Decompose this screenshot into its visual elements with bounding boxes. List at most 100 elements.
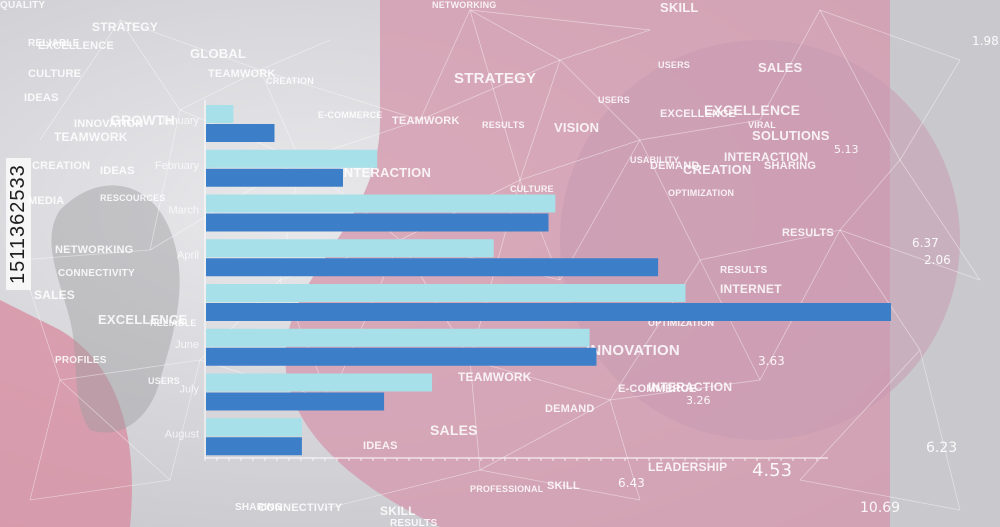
network-line bbox=[559, 59, 641, 141]
network-line bbox=[259, 69, 301, 161]
network-line bbox=[519, 59, 561, 181]
network-line bbox=[179, 69, 261, 111]
bar-dark bbox=[206, 303, 891, 321]
overlay-word: SKILL bbox=[547, 480, 580, 492]
category-label: January bbox=[160, 115, 200, 127]
category-label: August bbox=[165, 428, 199, 440]
overlay-number: 6.43 bbox=[618, 476, 645, 490]
network-line bbox=[759, 9, 821, 121]
network-line bbox=[19, 249, 151, 261]
overlay-word: CULTURE bbox=[28, 68, 82, 80]
overlay-word: SKILL bbox=[660, 0, 699, 15]
network-line bbox=[29, 479, 171, 501]
overlay-word: TEAMWORK bbox=[392, 115, 460, 127]
overlay-word: DEMAND bbox=[545, 403, 595, 415]
overlay-word: NETWORKING bbox=[432, 0, 497, 10]
bar-light bbox=[206, 373, 433, 392]
network-line bbox=[559, 29, 651, 61]
network-line bbox=[469, 9, 561, 61]
stock-id-label: 1511362533 bbox=[6, 158, 31, 290]
overlay-word: CONNECTIVITY bbox=[258, 502, 343, 514]
network-line bbox=[59, 379, 171, 481]
overlay-word: E-COMMERCE bbox=[618, 383, 697, 395]
overlay-word: CREATION bbox=[683, 162, 752, 177]
network-line bbox=[59, 359, 201, 381]
network-line bbox=[319, 469, 481, 511]
overlay-word: RESULTS bbox=[390, 518, 438, 527]
overlay-word: EXCELLENCE bbox=[660, 108, 736, 120]
network-line bbox=[899, 59, 961, 161]
overlay-word: OPTIMIZATION bbox=[668, 188, 735, 198]
network-line bbox=[29, 379, 61, 501]
overlay-word: RESULTS bbox=[482, 120, 525, 130]
overlay-word: SALES bbox=[430, 422, 478, 438]
axes bbox=[204, 100, 828, 461]
overlay-word: PROFILES bbox=[55, 355, 107, 366]
network-line bbox=[839, 159, 901, 231]
network-line bbox=[639, 139, 701, 261]
network-line bbox=[119, 19, 181, 111]
network-line bbox=[419, 9, 471, 121]
network-line bbox=[799, 479, 961, 511]
overlay-word: SALES bbox=[758, 60, 803, 75]
bar-dark bbox=[206, 437, 302, 456]
network-line bbox=[609, 379, 761, 401]
overlay-number: 10.69 bbox=[860, 500, 901, 516]
overlay-number: 6.37 bbox=[912, 236, 939, 250]
network-line bbox=[899, 159, 981, 281]
overlay-word: TEAMWORK bbox=[54, 130, 128, 144]
overlay-word: SKILL bbox=[380, 504, 416, 518]
dancer-silhouette bbox=[51, 185, 180, 433]
overlay-word: GROWTH bbox=[110, 112, 175, 128]
bar-dark bbox=[206, 392, 385, 411]
pink-circle bbox=[560, 40, 960, 440]
overlay-word: USERS bbox=[598, 95, 631, 105]
overlay-word: PROFESSIONAL bbox=[470, 484, 544, 494]
overlay-word: SHARING bbox=[764, 160, 817, 172]
overlay-word: USABILITY bbox=[630, 155, 680, 165]
bar-light bbox=[206, 105, 234, 123]
overlay-number: 1.98 bbox=[972, 34, 999, 48]
overlay-word: SHARING bbox=[235, 502, 283, 513]
network-line bbox=[609, 259, 701, 401]
overlay-number: 5.13 bbox=[834, 143, 859, 156]
bar-dark bbox=[206, 258, 659, 277]
overlay-word: IDEAS bbox=[100, 165, 135, 177]
overlay-word: QUALITY bbox=[0, 0, 46, 11]
network-line bbox=[699, 229, 841, 261]
overlay-word: GLOBAL bbox=[190, 46, 247, 61]
category-label: April bbox=[177, 249, 199, 261]
bar-dark bbox=[206, 213, 549, 232]
category-labels: January February March April June July August bbox=[155, 115, 200, 440]
overlay-word: EXCELLENCE bbox=[704, 102, 801, 118]
overlay-word: DEMAND bbox=[650, 160, 700, 172]
overlay-word: CREATION bbox=[266, 76, 314, 86]
network-line bbox=[919, 349, 961, 511]
network-line bbox=[469, 9, 521, 181]
category-label: March bbox=[168, 205, 199, 217]
overlay-word: TEAMWORK bbox=[208, 68, 276, 80]
network-line bbox=[519, 139, 641, 181]
overlay-word: INNOVATION bbox=[586, 342, 680, 359]
network-line bbox=[469, 359, 481, 471]
overlay-word: STRATEGY bbox=[454, 70, 537, 87]
network-line bbox=[419, 59, 561, 121]
overlay-number: 3.26 bbox=[686, 394, 711, 407]
network-line bbox=[609, 399, 641, 501]
network-line bbox=[39, 19, 121, 141]
network-line bbox=[469, 359, 611, 401]
overlay-word: RELIABLE bbox=[28, 38, 80, 49]
overlay-word: CULTURE bbox=[510, 184, 554, 194]
overlay-word: INNOVATION bbox=[74, 118, 144, 130]
overlay-word: RESULTS bbox=[720, 265, 768, 276]
overlay-number: 3.63 bbox=[758, 354, 785, 368]
overlay-word: STRATEGY bbox=[92, 20, 159, 34]
pink-left-shape bbox=[0, 300, 132, 527]
overlay-number: 2.06 bbox=[924, 253, 951, 267]
overlay-word: RESULTS bbox=[782, 227, 834, 239]
overlay-word: INTERACTION bbox=[724, 150, 809, 164]
overlay-word: RESCOURCES bbox=[100, 193, 166, 203]
network-line bbox=[639, 119, 761, 141]
category-label: June bbox=[175, 339, 199, 351]
